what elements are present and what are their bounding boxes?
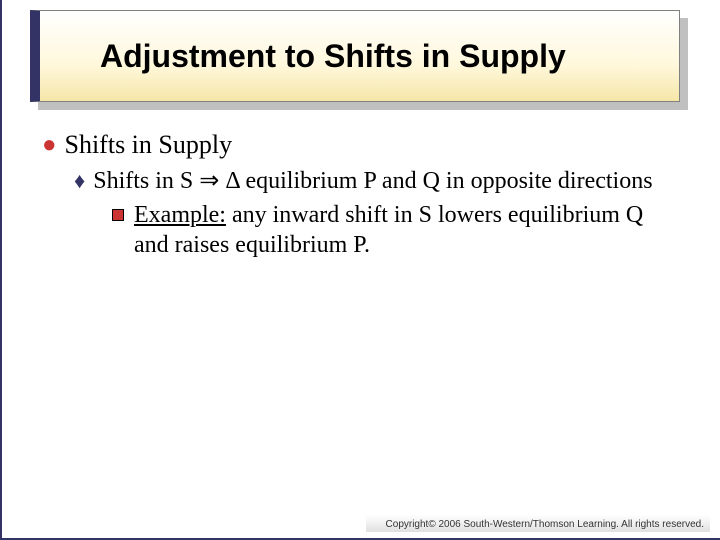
bullet-2-text: Shifts in S ⇒ Δ equilibrium P and Q in o…	[93, 166, 652, 196]
bullet-level-3: Example: any inward shift in S lowers eq…	[112, 200, 682, 260]
slide-title: Adjustment to Shifts in Supply	[100, 38, 566, 75]
bullet-3-text: Example: any inward shift in S lowers eq…	[134, 200, 682, 260]
circle-bullet-icon: ●	[42, 130, 57, 160]
square-bullet-icon	[112, 209, 124, 221]
copyright-footer: Copyright© 2006 South-Western/Thomson Le…	[366, 515, 710, 532]
slide: Adjustment to Shifts in Supply ● Shifts …	[0, 0, 720, 540]
diamond-bullet-icon: ♦	[74, 166, 85, 196]
title-box: Adjustment to Shifts in Supply	[30, 10, 680, 102]
title-container: Adjustment to Shifts in Supply	[30, 10, 694, 110]
content-area: ● Shifts in Supply ♦ Shifts in S ⇒ Δ equ…	[42, 130, 682, 260]
bullet-level-1: ● Shifts in Supply	[42, 130, 682, 160]
example-label: Example:	[134, 202, 226, 228]
bullet-1-text: Shifts in Supply	[65, 130, 233, 160]
bullet-level-2: ♦ Shifts in S ⇒ Δ equilibrium P and Q in…	[74, 166, 682, 196]
